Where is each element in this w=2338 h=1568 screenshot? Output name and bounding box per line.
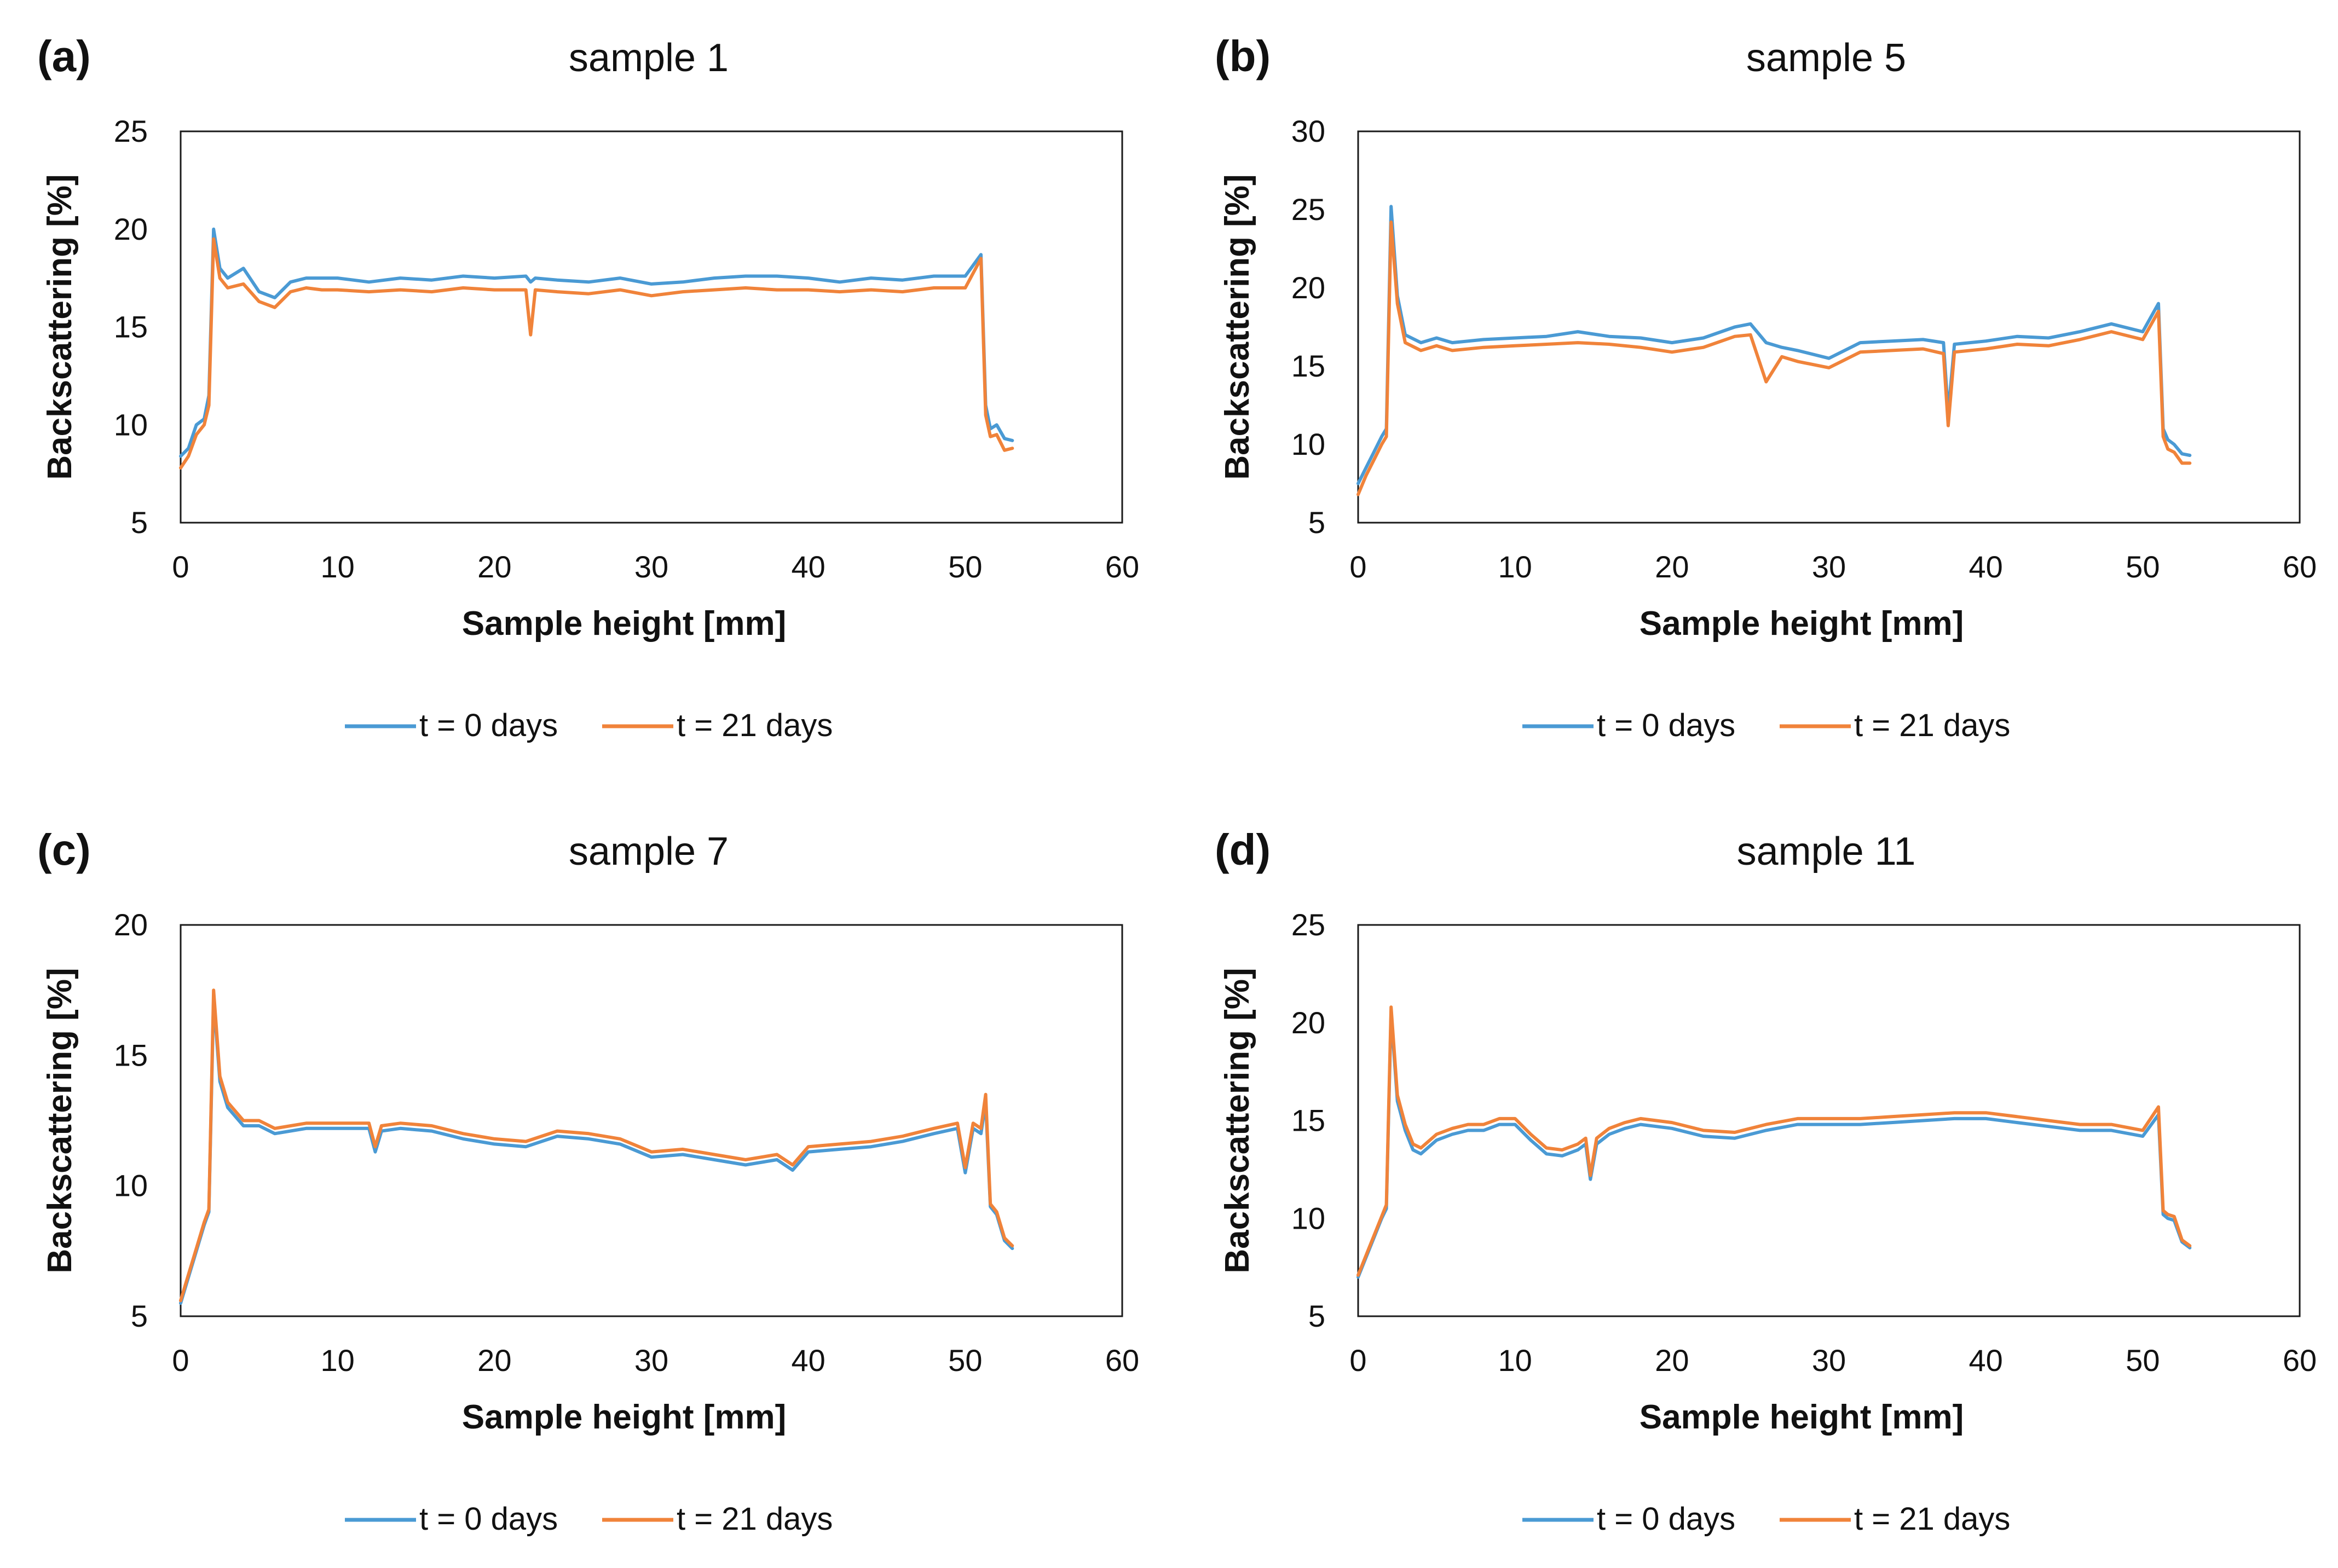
x-tick-label: 50 — [948, 549, 982, 584]
y-tick-label: 15 — [114, 310, 148, 344]
legend-entry-label: t = 21 days — [677, 708, 833, 743]
x-tick-label: 10 — [1498, 549, 1532, 584]
panel-letter: (a) — [37, 32, 91, 80]
x-tick-label: 10 — [321, 1343, 355, 1378]
y-tick-label: 20 — [114, 907, 148, 942]
y-tick-label: 20 — [114, 212, 148, 246]
x-tick-label: 40 — [1969, 549, 2003, 584]
legend-entry-label: t = 0 days — [419, 708, 558, 743]
chart-title: sample 7 — [569, 830, 729, 873]
y-tick-label: 5 — [131, 1299, 148, 1333]
y-tick-label: 15 — [114, 1038, 148, 1072]
x-tick-label: 10 — [321, 549, 355, 584]
x-tick-label: 0 — [172, 549, 189, 584]
x-tick-label: 0 — [172, 1343, 189, 1378]
chart-title: sample 5 — [1746, 36, 1906, 80]
y-tick-label: 25 — [1291, 192, 1325, 227]
y-tick-label: 10 — [114, 407, 148, 442]
y-tick-label: 30 — [1291, 114, 1325, 148]
x-tick-label: 50 — [2126, 549, 2160, 584]
legend-entry-label: t = 21 days — [1854, 1501, 2010, 1537]
x-tick-label: 40 — [792, 549, 825, 584]
chart-panel: (c) sample 7 5 10 15 20 0 10 20 30 40 50 60 Sample he… — [37, 825, 1139, 1537]
x-tick-label: 60 — [2283, 549, 2317, 584]
chart-panel: (d) sample 11 5 10 15 20 25 0 10 20 30 40 50 60 Sample… — [1215, 825, 2317, 1537]
x-axis-label: Sample height [mm] — [1640, 1398, 1964, 1436]
x-tick-label: 20 — [477, 1343, 511, 1378]
plot-area-frame — [1357, 130, 2301, 524]
y-axis-label: Backscattering [%] — [1219, 968, 1256, 1273]
y-tick-label: 25 — [114, 114, 148, 148]
x-tick-label: 20 — [1655, 1343, 1689, 1378]
x-tick-label: 30 — [1812, 549, 1846, 584]
y-tick-label: 20 — [1291, 1005, 1325, 1040]
x-tick-label: 40 — [792, 1343, 825, 1378]
y-tick-label: 20 — [1291, 270, 1325, 305]
y-tick-label: 15 — [1291, 1103, 1325, 1138]
x-tick-label: 30 — [634, 1343, 668, 1378]
y-tick-label: 10 — [1291, 427, 1325, 461]
panel-letter: (b) — [1215, 32, 1271, 80]
series-line-t0 — [179, 996, 1014, 1305]
series-line-t21 — [179, 988, 1014, 1303]
y-tick-label: 15 — [1291, 349, 1325, 383]
x-axis-label: Sample height [mm] — [462, 605, 787, 643]
legend-entry-label: t = 0 days — [1597, 708, 1735, 743]
x-tick-label: 0 — [1349, 549, 1366, 584]
y-tick-label: 5 — [1308, 505, 1325, 540]
x-tick-label: 30 — [634, 549, 668, 584]
chart-panel: (a) sample 1 5 10 15 20 25 0 10 20 30 40 50 60 Sample … — [37, 32, 1139, 743]
x-tick-label: 60 — [1105, 1343, 1139, 1378]
y-tick-label: 25 — [1291, 907, 1325, 942]
y-tick-label: 5 — [1308, 1299, 1325, 1333]
x-tick-label: 60 — [1105, 549, 1139, 584]
x-tick-label: 20 — [477, 549, 511, 584]
chart-panel: (b) sample 5 5 10 15 20 25 30 0 10 20 30 40 50 60 Sampl… — [1215, 32, 2317, 743]
panel-letter: (d) — [1215, 825, 1271, 874]
y-tick-label: 10 — [114, 1168, 148, 1203]
x-tick-label: 0 — [1349, 1343, 1366, 1378]
x-tick-label: 50 — [2126, 1343, 2160, 1378]
x-tick-label: 30 — [1812, 1343, 1846, 1378]
x-tick-label: 50 — [948, 1343, 982, 1378]
series-line-t0 — [1356, 1011, 2192, 1279]
legend-entry-label: t = 0 days — [419, 1501, 558, 1537]
x-tick-label: 10 — [1498, 1343, 1532, 1378]
x-axis-label: Sample height [mm] — [1640, 605, 1964, 643]
x-tick-label: 40 — [1969, 1343, 2003, 1378]
panel-letter: (c) — [37, 825, 91, 874]
series-line-t21 — [1356, 1005, 2192, 1277]
x-axis-label: Sample height [mm] — [462, 1398, 787, 1436]
series-line-t0 — [179, 227, 1014, 458]
chart-title: sample 11 — [1737, 830, 1916, 873]
series-line-t21 — [1356, 220, 2192, 496]
plot-area-frame — [180, 130, 1123, 524]
x-tick-label: 20 — [1655, 549, 1689, 584]
chart-title: sample 1 — [569, 36, 729, 80]
y-tick-label: 10 — [1291, 1201, 1325, 1235]
plot-area-frame — [1357, 924, 2301, 1317]
legend-entry-label: t = 21 days — [677, 1501, 833, 1537]
y-tick-label: 5 — [131, 505, 148, 540]
y-axis-label: Backscattering [%] — [1219, 174, 1256, 479]
series-line-t0 — [1356, 205, 2192, 485]
series-line-t21 — [179, 237, 1014, 470]
legend-entry-label: t = 21 days — [1854, 708, 2010, 743]
y-axis-label: Backscattering [%] — [41, 968, 79, 1273]
legend-entry-label: t = 0 days — [1597, 1501, 1735, 1537]
plot-area-frame — [180, 924, 1123, 1317]
x-tick-label: 60 — [2283, 1343, 2317, 1378]
y-axis-label: Backscattering [%] — [41, 174, 79, 479]
